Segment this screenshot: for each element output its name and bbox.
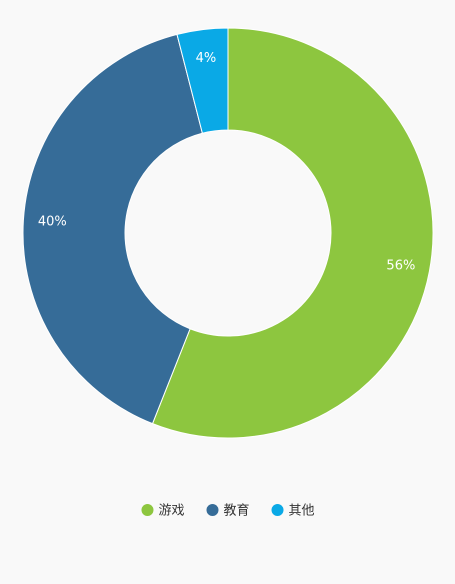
legend-label[interactable]: 其他 xyxy=(289,504,315,519)
data-label: 56% xyxy=(386,258,415,273)
data-label: 4% xyxy=(196,51,217,66)
slice xyxy=(151,27,434,439)
data-label: 40% xyxy=(38,214,67,229)
legend-label[interactable]: 教育 xyxy=(223,503,249,519)
slice xyxy=(176,27,229,134)
legend-label[interactable]: 游戏 xyxy=(158,504,184,519)
legend-marker[interactable] xyxy=(206,504,219,516)
legend-marker[interactable] xyxy=(271,504,284,516)
slice xyxy=(22,33,203,425)
legend-marker[interactable] xyxy=(141,504,154,516)
